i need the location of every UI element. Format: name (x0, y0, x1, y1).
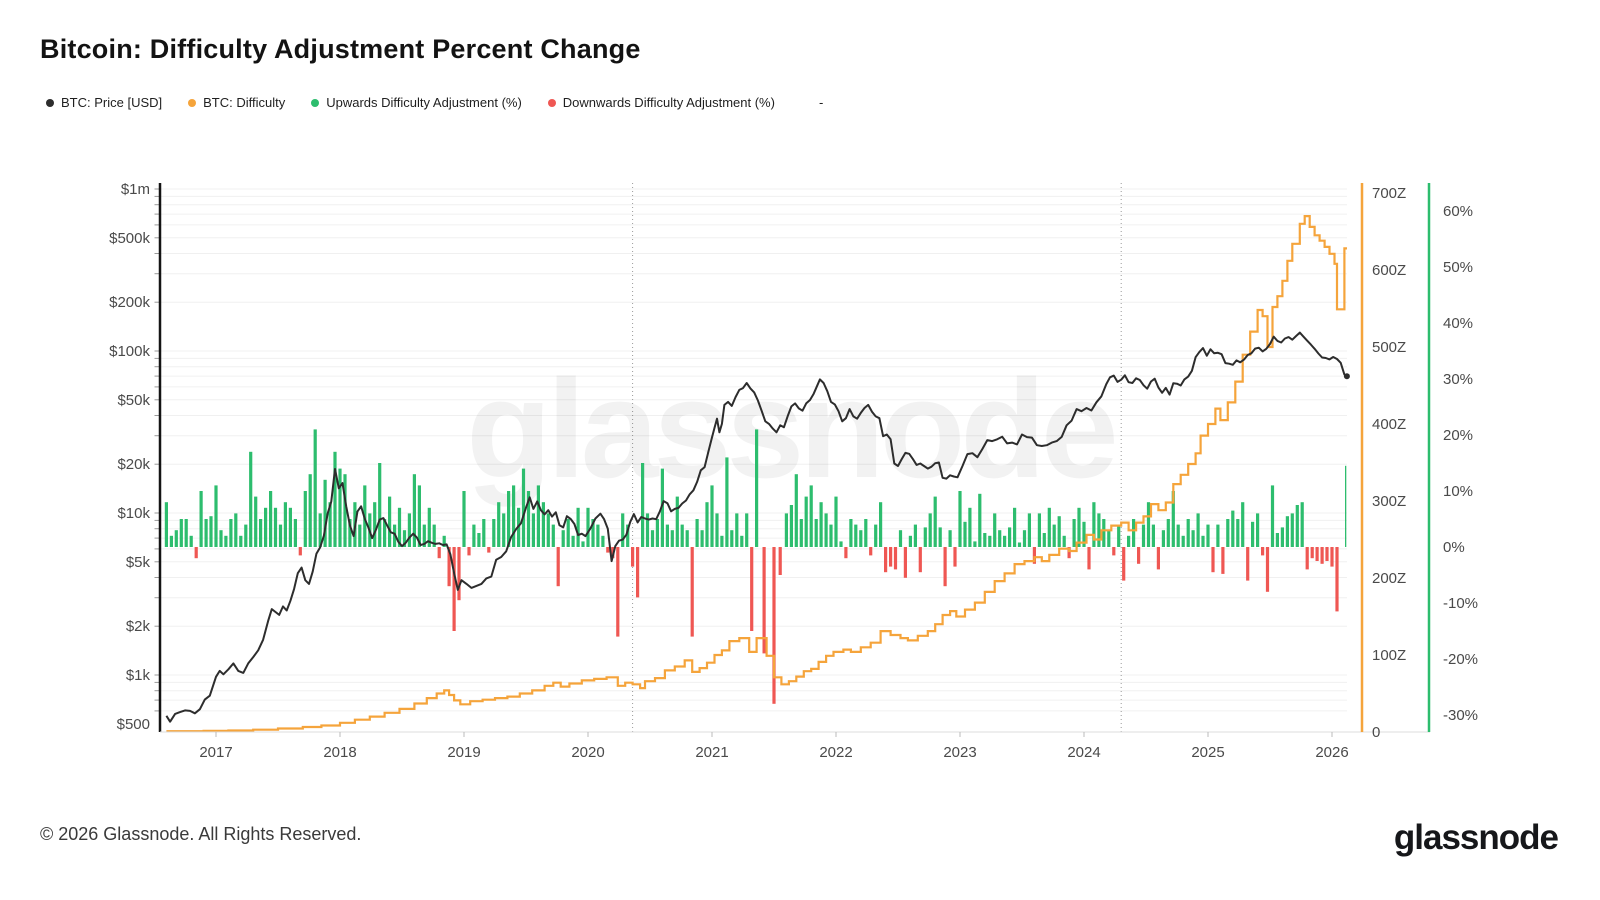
svg-text:2021: 2021 (695, 744, 728, 761)
page-title: Bitcoin: Difficulty Adjustment Percent C… (40, 34, 641, 64)
percent-axis-labels: 60% 50% 40% 30% 20% 10% 0% -10% -20% -30% (1443, 203, 1478, 724)
svg-text:2020: 2020 (571, 744, 604, 761)
downwards-legend-dot-icon (547, 98, 556, 107)
svg-text:2022: 2022 (819, 744, 852, 761)
svg-text:$10k: $10k (117, 505, 150, 522)
svg-text:0%: 0% (1443, 539, 1465, 556)
svg-text:$1k: $1k (126, 667, 151, 684)
legend-item-price[interactable]: BTC: Price [USD] (46, 95, 162, 110)
svg-text:30%: 30% (1443, 371, 1473, 388)
svg-text:$1m: $1m (121, 181, 150, 198)
svg-text:$200k: $200k (109, 294, 150, 311)
difficulty-line (166, 215, 1347, 733)
price-axis-labels: $1m $500k $200k $100k $50k $20k $10k $5k $2k $1k $… (109, 181, 150, 733)
legend-item-difficulty[interactable]: BTC: Difficulty (188, 95, 285, 110)
legend-item-dash: - (819, 95, 823, 110)
svg-text:-20%: -20% (1443, 651, 1478, 668)
svg-text:2023: 2023 (943, 744, 976, 761)
svg-text:100Z: 100Z (1372, 647, 1406, 664)
svg-text:50%: 50% (1443, 259, 1473, 276)
legend: BTC: Price [USD] BTC: Difficulty Upwards… (46, 95, 823, 110)
svg-text:$5k: $5k (126, 554, 151, 571)
adjustment-bars (164, 429, 1347, 704)
svg-text:2026: 2026 (1315, 744, 1348, 761)
svg-text:200Z: 200Z (1372, 570, 1406, 587)
svg-text:$500: $500 (117, 716, 150, 733)
legend-label: - (818, 95, 824, 110)
svg-text:2019: 2019 (447, 744, 480, 761)
svg-text:2018: 2018 (323, 744, 356, 761)
svg-text:300Z: 300Z (1372, 493, 1406, 510)
svg-text:2017: 2017 (199, 744, 232, 761)
svg-text:20%: 20% (1443, 427, 1473, 444)
svg-text:2024: 2024 (1067, 744, 1100, 761)
svg-text:60%: 60% (1443, 203, 1473, 220)
svg-text:$50k: $50k (117, 392, 150, 409)
svg-text:500Z: 500Z (1372, 339, 1406, 356)
glassnode-logo[interactable]: glassnode (1393, 818, 1559, 857)
svg-text:$20k: $20k (117, 456, 150, 473)
price-line (165, 331, 1348, 723)
estimated-adjustment-bar (1345, 465, 1347, 547)
svg-text:0: 0 (1372, 724, 1380, 741)
svg-text:40%: 40% (1443, 315, 1473, 332)
difficulty-legend-dot-icon (188, 98, 197, 107)
svg-text:2025: 2025 (1191, 744, 1224, 761)
svg-text:600Z: 600Z (1372, 262, 1406, 279)
price-last-point (1343, 373, 1350, 380)
watermark: glassnode (466, 350, 1115, 507)
svg-text:400Z: 400Z (1372, 416, 1406, 433)
price-legend-dot-icon (46, 98, 54, 107)
upwards-legend-dot-icon (311, 98, 320, 107)
x-axis-labels: 2017 2018 2019 2020 2021 2022 2023 2024 2025 2026 (199, 732, 1349, 761)
difficulty-axis-labels: 700Z 600Z 500Z 400Z 300Z 200Z 100Z 0 (1372, 185, 1406, 741)
svg-text:700Z: 700Z (1372, 185, 1406, 202)
svg-text:$500k: $500k (109, 230, 150, 247)
svg-text:-30%: -30% (1443, 707, 1478, 724)
legend-label: Upwards Difficulty Adjustment (%) (326, 95, 522, 110)
svg-text:-10%: -10% (1443, 595, 1478, 612)
svg-text:10%: 10% (1443, 483, 1473, 500)
svg-text:$100k: $100k (109, 343, 150, 360)
legend-item-upwards-adjustment[interactable]: Upwards Difficulty Adjustment (%) (311, 95, 522, 110)
copyright-text: © 2026 Glassnode. All Rights Reserved. (40, 824, 362, 844)
legend-label: BTC: Price [USD] (61, 95, 163, 110)
legend-label: Downwards Difficulty Adjustment (%) (562, 95, 775, 110)
svg-text:$2k: $2k (126, 618, 151, 635)
legend-label: BTC: Difficulty (203, 95, 286, 110)
legend-item-downwards-adjustment[interactable]: Downwards Difficulty Adjustment (%) (547, 95, 775, 110)
